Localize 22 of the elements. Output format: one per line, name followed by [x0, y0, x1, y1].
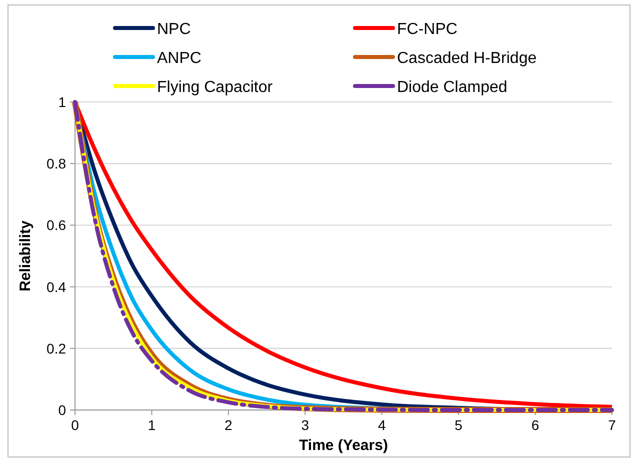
x-tick-label: 3 — [301, 417, 310, 433]
legend-label: ANPC — [157, 50, 202, 67]
x-tick-label: 7 — [608, 417, 616, 433]
y-tick-label: 0.6 — [46, 217, 66, 234]
x-axis-title: Time (Years) — [299, 437, 388, 454]
x-tick-label: 1 — [148, 417, 156, 433]
y-tick-label: 1 — [58, 94, 66, 110]
y-tick-label: 0.2 — [46, 340, 66, 356]
x-tick-label: 2 — [224, 417, 233, 433]
y-tick-label: 0.8 — [46, 156, 66, 172]
legend-label: NPC — [157, 21, 191, 38]
legend-label: Flying Capacitor — [157, 79, 274, 96]
legend-label: Diode Clamped — [397, 79, 508, 96]
legend-label: Cascaded H-Bridge — [397, 50, 537, 67]
y-tick-label: 0.4 — [46, 278, 66, 295]
x-tick-label: 6 — [531, 417, 540, 433]
x-tick-label: 5 — [454, 417, 463, 433]
y-axis-title: Reliability — [17, 220, 34, 292]
x-tick-label: 0 — [71, 417, 80, 433]
legend-label: FC-NPC — [397, 21, 458, 38]
x-tick-label: 4 — [378, 417, 386, 433]
y-tick-label: 0 — [58, 402, 66, 418]
